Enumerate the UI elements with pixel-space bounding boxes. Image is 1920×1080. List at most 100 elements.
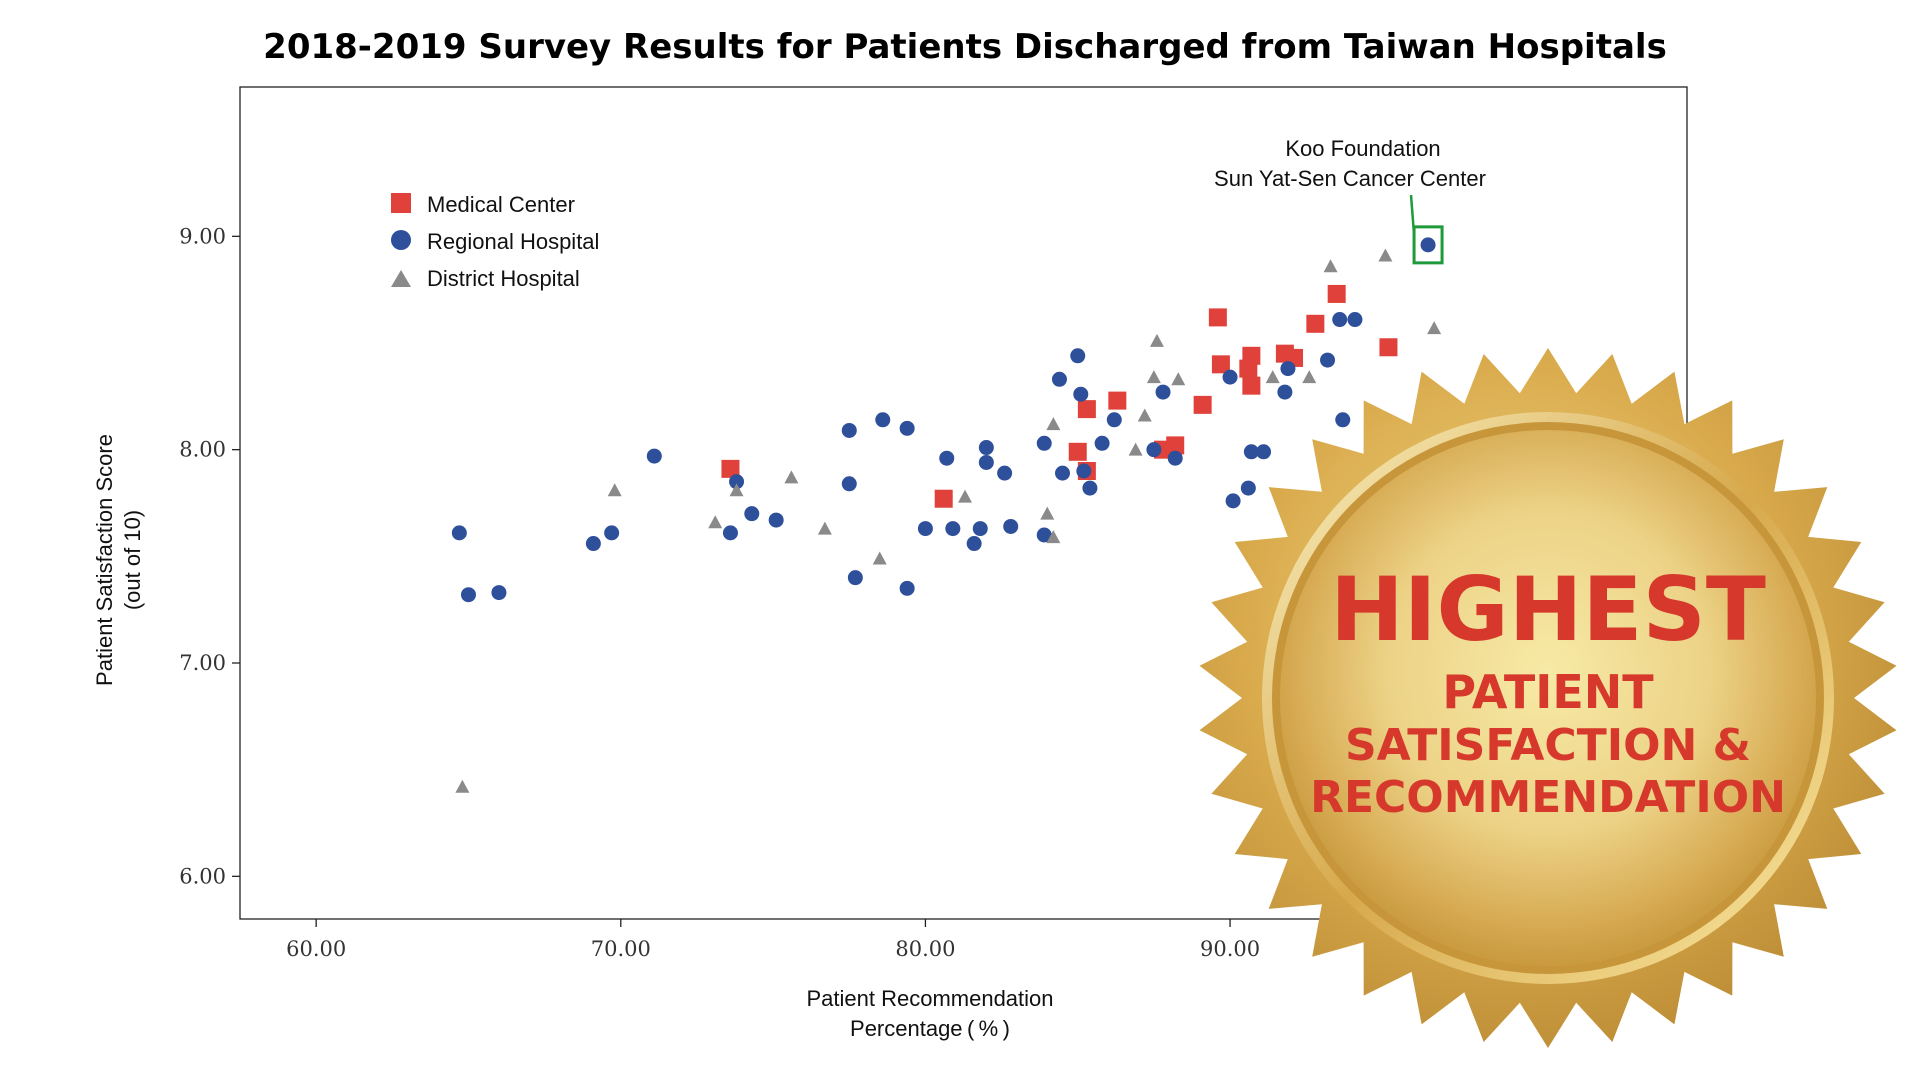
point-regional-hospital [585, 536, 601, 552]
point-regional-hospital [1225, 493, 1241, 509]
point-regional-hospital [847, 570, 863, 586]
point-medical-center [1193, 395, 1212, 414]
point-district-hospital [784, 470, 799, 484]
point-district-hospital [1149, 333, 1164, 347]
legend: Medical Center Regional Hospital Distric… [391, 192, 599, 291]
point-regional-hospital [978, 454, 994, 470]
point-district-hospital [1137, 408, 1152, 422]
point-regional-hospital [875, 412, 891, 428]
point-district-hospital [1046, 530, 1061, 544]
annotation-label-line1: Koo Foundation [1285, 136, 1440, 161]
point-regional-hospital [1240, 480, 1256, 496]
x-axis: 60.00 70.00 80.00 90.00 [286, 919, 1260, 961]
seal-line-2: SATISFACTION & [1345, 720, 1751, 771]
point-regional-hospital [899, 420, 915, 436]
point-district-hospital [958, 489, 973, 503]
point-regional-hospital [972, 521, 988, 537]
point-regional-hospital [1420, 237, 1436, 253]
legend-marker-medical-center [391, 193, 411, 213]
data-points [451, 237, 1442, 793]
point-regional-hospital [1332, 312, 1348, 328]
point-medical-center [721, 459, 740, 478]
point-district-hospital [817, 521, 832, 535]
point-district-hospital [1128, 442, 1143, 456]
point-regional-hospital [1146, 442, 1162, 458]
annotation-label-line2: Sun Yat-Sen Cancer Center [1214, 166, 1486, 191]
point-medical-center [1208, 308, 1227, 327]
point-district-hospital [1171, 372, 1186, 386]
point-regional-hospital [1036, 527, 1052, 543]
point-regional-hospital [1222, 369, 1238, 385]
point-medical-center [1077, 400, 1096, 419]
legend-label-medical-center: Medical Center [427, 192, 575, 217]
point-medical-center [1068, 442, 1087, 461]
point-regional-hospital [1155, 384, 1171, 400]
legend-marker-regional-hospital [391, 230, 411, 250]
point-regional-hospital [1094, 435, 1110, 451]
point-regional-hospital [978, 440, 994, 456]
point-regional-hospital [768, 512, 784, 528]
y-tick-label: 8.00 [179, 438, 226, 462]
x-tick-label: 60.00 [286, 937, 346, 961]
x-tick-label: 70.00 [591, 937, 651, 961]
point-medical-center [1108, 391, 1127, 410]
seal-headline: HIGHEST [1330, 558, 1766, 661]
point-regional-hospital [460, 587, 476, 603]
award-seal: HIGHEST PATIENT SATISFACTION & RECOMMEND… [1199, 348, 1897, 1048]
point-regional-hospital [1243, 444, 1259, 460]
point-district-hospital [1146, 370, 1161, 384]
point-regional-hospital [966, 536, 982, 552]
point-district-hospital [455, 779, 470, 793]
chart-title: 2018-2019 Survey Results for Patients Di… [263, 27, 1667, 67]
point-regional-hospital [917, 521, 933, 537]
y-axis-title-line2: (out of 10) [120, 510, 145, 610]
point-district-hospital [1378, 248, 1393, 262]
x-tick-label: 90.00 [1200, 937, 1260, 961]
point-regional-hospital [1347, 312, 1363, 328]
point-district-hospital [708, 515, 723, 529]
point-regional-hospital [841, 422, 857, 438]
point-regional-hospital [729, 474, 745, 490]
point-medical-center [1379, 338, 1398, 357]
y-axis-title-line1: Patient Satisfaction Score [92, 434, 117, 686]
y-axis: 6.00 7.00 8.00 9.00 [179, 224, 240, 888]
point-regional-hospital [997, 465, 1013, 481]
point-medical-center [1327, 284, 1346, 303]
seal-line-3: RECOMMENDATION [1310, 772, 1786, 823]
point-regional-hospital [1256, 444, 1272, 460]
point-regional-hospital [945, 521, 961, 537]
point-regional-hospital [1106, 412, 1122, 428]
point-regional-hospital [744, 506, 760, 522]
point-district-hospital [1265, 370, 1280, 384]
point-district-hospital [1323, 259, 1338, 273]
point-regional-hospital [1277, 384, 1293, 400]
annotation-highlight-box [1412, 225, 1444, 265]
point-district-hospital [1302, 370, 1317, 384]
point-regional-hospital [1070, 348, 1086, 364]
point-district-hospital [607, 483, 622, 497]
x-tick-label: 80.00 [895, 937, 955, 961]
point-district-hospital [1046, 417, 1061, 431]
annotation-koo-foundation: Koo Foundation Sun Yat-Sen Cancer Center [1214, 136, 1486, 265]
point-regional-hospital [491, 585, 507, 601]
point-regional-hospital [1051, 371, 1067, 387]
point-regional-hospital [841, 476, 857, 492]
point-regional-hospital [1082, 480, 1098, 496]
point-medical-center [1166, 436, 1185, 455]
point-regional-hospital [646, 448, 662, 464]
point-district-hospital [1427, 321, 1442, 335]
point-regional-hospital [1280, 361, 1296, 377]
legend-marker-district-hospital [391, 270, 411, 287]
y-tick-label: 7.00 [179, 651, 226, 675]
point-regional-hospital [722, 525, 738, 541]
seal-line-1: PATIENT [1442, 665, 1654, 719]
point-regional-hospital [1167, 450, 1183, 466]
point-district-hospital [1040, 506, 1055, 520]
legend-label-regional-hospital: Regional Hospital [427, 229, 599, 254]
point-medical-center [934, 489, 953, 508]
point-medical-center [1306, 314, 1325, 333]
point-regional-hospital [899, 580, 915, 596]
point-regional-hospital [1335, 412, 1351, 428]
point-regional-hospital [451, 525, 467, 541]
